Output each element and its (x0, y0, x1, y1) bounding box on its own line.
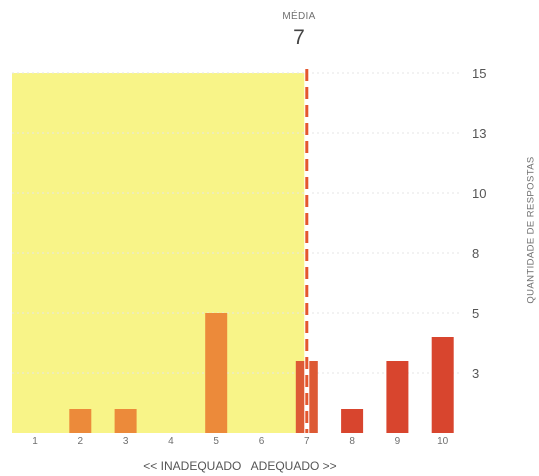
x-tick-label: 1 (32, 436, 38, 447)
y-tick-label: 5 (472, 306, 479, 321)
x-tick-label: 4 (168, 436, 174, 447)
bar-9 (386, 361, 409, 433)
x-tick-label: 7 (304, 436, 310, 447)
bar-8 (341, 409, 364, 433)
gridlines (12, 72, 460, 433)
y-tick-labels: 15 13 10 8 5 3 (472, 66, 486, 381)
x-tick-label: 10 (437, 436, 449, 447)
x-tick-label: 5 (213, 436, 219, 447)
x-tick-label: 6 (259, 436, 265, 447)
y-tick-label: 10 (472, 186, 486, 201)
x-tick-label: 8 (349, 436, 355, 447)
bar-5 (205, 313, 228, 433)
mean-value: 7 (293, 26, 305, 49)
bar-2 (69, 409, 92, 433)
x-tick-label: 9 (395, 436, 401, 447)
y-tick-label: 15 (472, 66, 486, 81)
x-tick-labels: 1 2 3 4 5 6 7 8 9 10 (32, 436, 448, 447)
mean-label: MÉDIA (282, 11, 316, 22)
bar-10 (431, 337, 454, 433)
bars (69, 69, 454, 433)
bar-3 (114, 409, 137, 433)
y-tick-label: 3 (472, 366, 479, 381)
x-axis-label: << INADEQUADO ADEQUADO >> (143, 459, 337, 473)
y-tick-label: 8 (472, 246, 479, 261)
x-tick-label: 2 (78, 436, 84, 447)
x-tick-label: 3 (123, 436, 129, 447)
y-axis-label: QUANTIDADE DE RESPOSTAS (525, 156, 537, 304)
y-tick-label: 13 (472, 126, 486, 141)
